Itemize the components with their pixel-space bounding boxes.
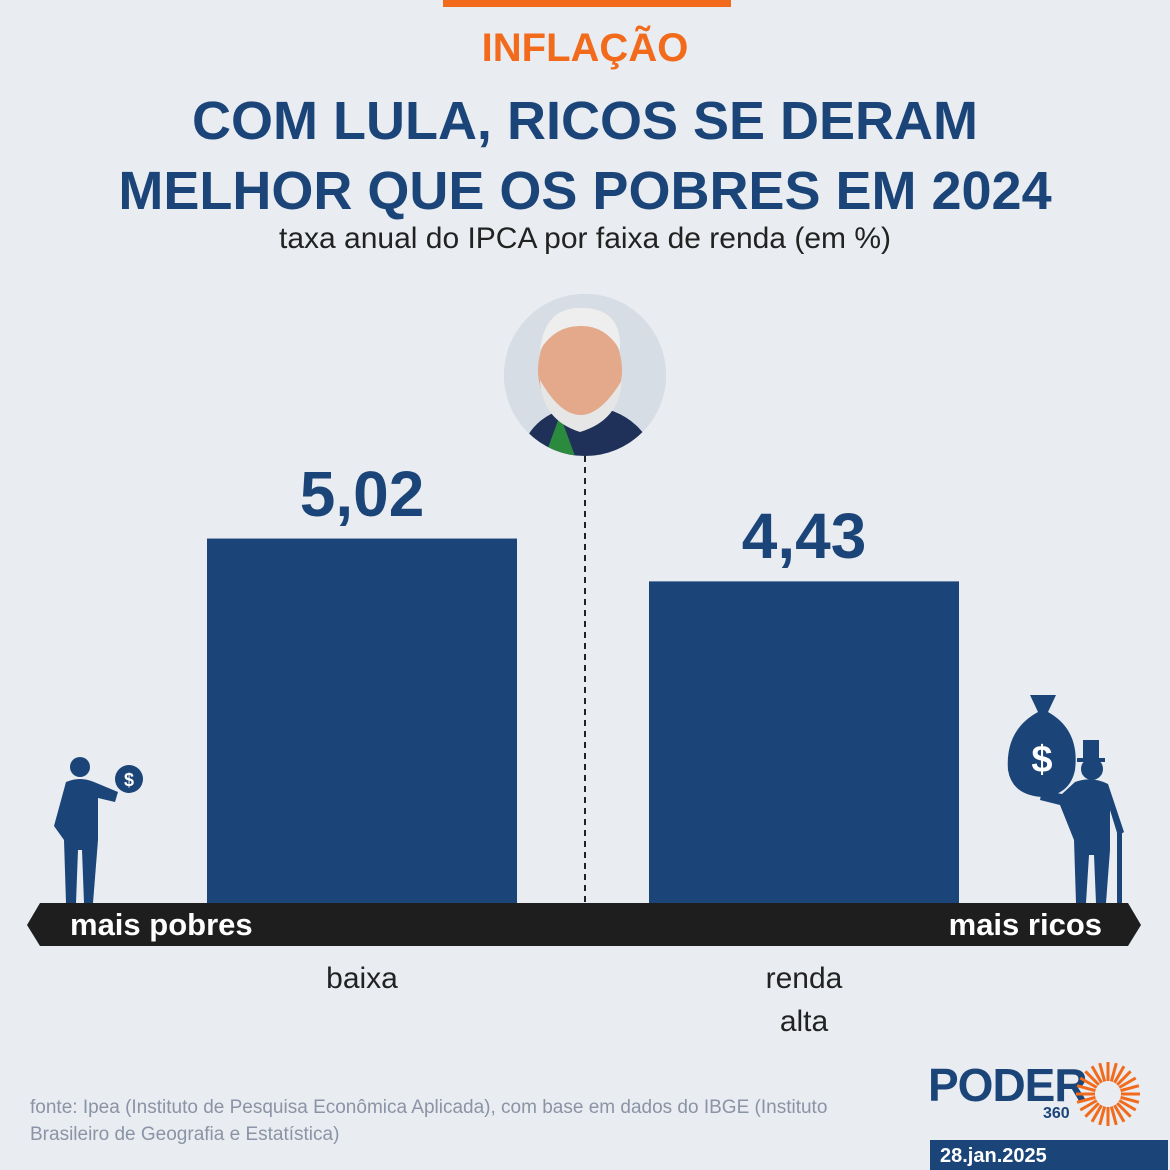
poor-person-icon: $ [54, 757, 143, 903]
rich-person-icon: $ [1007, 695, 1124, 903]
top-accent [443, 0, 731, 7]
income-axis-arrow [27, 903, 1141, 946]
axis-label-left: mais pobres [70, 907, 253, 942]
source-note: fonte: Ipea (Instituto de Pesquisa Econô… [30, 1097, 828, 1145]
value-label: 5,02 [299, 457, 425, 530]
brand-logo: PODER [928, 1059, 1088, 1111]
axis-label-right: mais ricos [948, 907, 1102, 942]
kicker: INFLAÇÃO [481, 26, 689, 70]
value-label: 4,43 [741, 500, 867, 573]
date-label: 28.jan.2025 [930, 1140, 1168, 1170]
chart-subtitle: taxa anual do IPCA por faixa de renda (e… [278, 222, 891, 255]
bar [649, 581, 959, 903]
category-label: renda alta [765, 962, 843, 1038]
bar [207, 538, 517, 903]
svg-text:$: $ [124, 770, 134, 790]
category-label: baixa [326, 962, 398, 995]
brand-sub: 360 [1043, 1105, 1070, 1122]
svg-text:$: $ [1031, 739, 1052, 781]
portrait [504, 294, 666, 456]
chart-title: COM LULA, RICOS SE DERAM MELHOR QUE OS P… [118, 91, 1052, 221]
